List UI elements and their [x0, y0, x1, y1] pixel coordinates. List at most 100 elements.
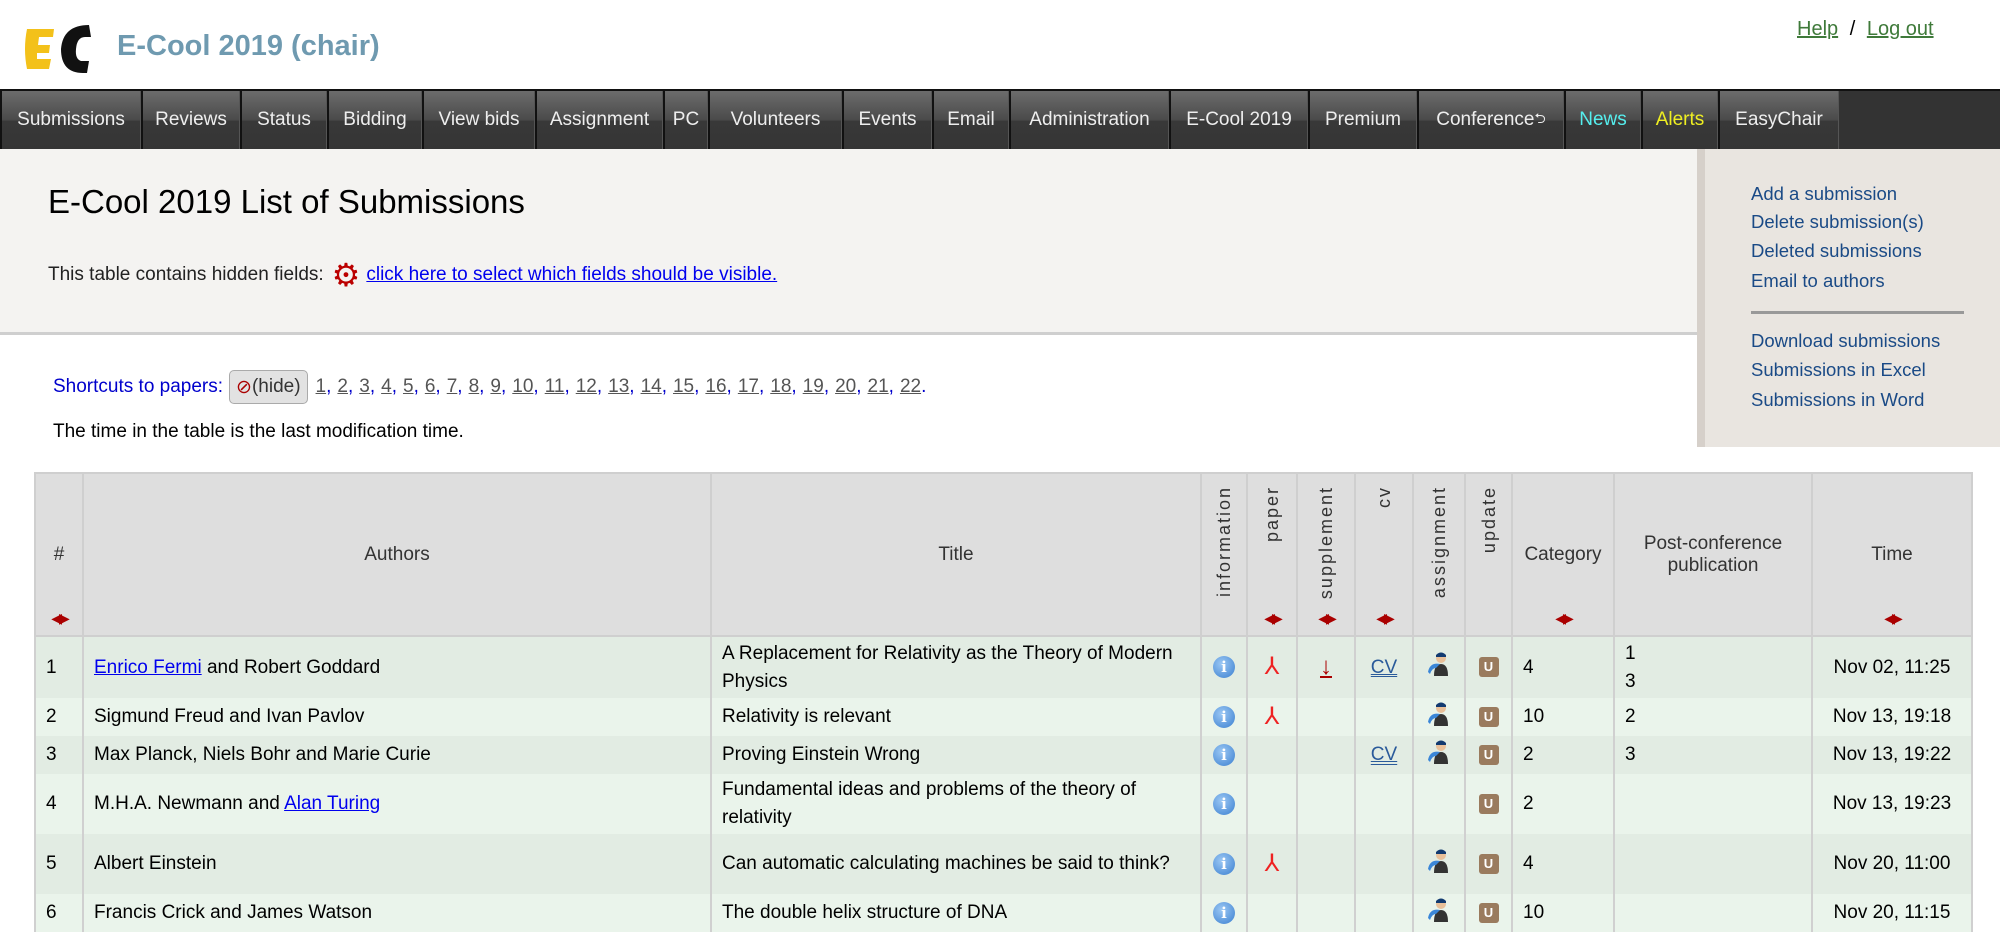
- side-link[interactable]: Delete submission(s): [1751, 211, 1924, 232]
- nav-volunteers[interactable]: Volunteers: [708, 91, 842, 149]
- paper-shortcut-link[interactable]: 21: [867, 376, 889, 397]
- sort-arrows-icon[interactable]: ◀▶: [51, 610, 69, 626]
- side-link[interactable]: Email to authors: [1751, 270, 1885, 291]
- paper-shortcut-link[interactable]: 1: [315, 376, 327, 397]
- paper-shortcut-link[interactable]: 13: [608, 376, 630, 397]
- paper-shortcut-link[interactable]: 7: [446, 376, 458, 397]
- paper-shortcut-link[interactable]: 22: [899, 376, 922, 397]
- sort-arrows-icon[interactable]: ◀▶: [1264, 610, 1282, 626]
- paper-shortcut-link[interactable]: 10: [512, 376, 534, 397]
- info-icon[interactable]: i: [1213, 656, 1235, 679]
- sort-arrows-icon[interactable]: ◀▶: [1376, 610, 1394, 626]
- side-link[interactable]: Download submissions: [1751, 330, 1941, 351]
- info-icon[interactable]: i: [1213, 705, 1235, 728]
- side-link[interactable]: Deleted submissions: [1751, 240, 1922, 261]
- paper-shortcut-link[interactable]: 8: [468, 376, 480, 397]
- table-row: 4 M.H.A. Newmann and Alan Turing Fundament…: [34, 774, 1973, 834]
- side-link[interactable]: Add a submission: [1751, 183, 1898, 204]
- supplement-cell: [1296, 736, 1356, 774]
- header-label: cv: [1374, 486, 1394, 508]
- update-icon[interactable]: U: [1478, 853, 1499, 874]
- sort-arrows-icon[interactable]: ◀▶: [1884, 610, 1902, 626]
- post-conference-cell: [1613, 834, 1813, 894]
- nav-news[interactable]: News: [1564, 91, 1641, 149]
- cv-link[interactable]: CV: [1370, 656, 1398, 678]
- paper-shortcut-link[interactable]: 2: [337, 376, 348, 397]
- update-icon[interactable]: U: [1478, 793, 1499, 814]
- update-icon[interactable]: U: [1478, 902, 1499, 923]
- person-assign-icon[interactable]: [1426, 896, 1452, 931]
- cv-cell: [1354, 774, 1414, 834]
- col-time: Time ◀▶: [1811, 472, 1973, 637]
- paper-shortcut-link[interactable]: 15: [672, 376, 695, 397]
- author-link[interactable]: Enrico Fermi: [94, 656, 202, 678]
- top-links: Help / Log out: [1797, 18, 1934, 41]
- nav-reviews[interactable]: Reviews: [141, 91, 240, 149]
- update-icon[interactable]: U: [1478, 744, 1499, 765]
- cv-cell: CV: [1354, 636, 1414, 698]
- paper-shortcut-link[interactable]: 9: [490, 376, 501, 397]
- info-icon[interactable]: i: [1213, 901, 1235, 924]
- nav-submissions[interactable]: Submissions: [0, 91, 141, 149]
- person-assign-icon[interactable]: [1426, 847, 1452, 882]
- nav-email[interactable]: Email: [932, 91, 1009, 149]
- nav-premium[interactable]: Premium: [1308, 91, 1417, 149]
- nav-administration[interactable]: Administration: [1009, 91, 1169, 149]
- help-link[interactable]: Help: [1797, 18, 1839, 40]
- nav-alerts[interactable]: Alerts: [1641, 91, 1718, 149]
- header-label: Post-conference publication: [1643, 532, 1783, 576]
- nav-events[interactable]: Events: [842, 91, 932, 149]
- sort-arrows-icon[interactable]: ◀▶: [1555, 610, 1573, 626]
- information-cell: i: [1200, 774, 1248, 834]
- header-label: Authors: [364, 543, 430, 565]
- pdf-icon[interactable]: ⅄: [1264, 702, 1280, 730]
- nav-assignment[interactable]: Assignment: [535, 91, 663, 149]
- download-arrow-icon[interactable]: ↓: [1320, 653, 1332, 681]
- sort-arrows-icon[interactable]: ◀▶: [1318, 610, 1336, 626]
- paper-shortcut-link[interactable]: 4: [381, 376, 392, 397]
- nav-status[interactable]: Status: [240, 91, 327, 149]
- author-text: Max Planck, Niels Bohr and Marie Curie: [94, 744, 431, 765]
- nav-conference[interactable]: Conference ⮌: [1417, 91, 1564, 149]
- side-link[interactable]: Submissions in Word: [1751, 389, 1925, 410]
- info-icon[interactable]: i: [1213, 792, 1235, 815]
- paper-shortcut-link[interactable]: 11: [544, 376, 565, 397]
- hide-shortcuts-button[interactable]: ⊘ (hide): [229, 370, 308, 404]
- time-note: The time in the table is the last modifi…: [53, 421, 464, 442]
- side-link[interactable]: Submissions in Excel: [1751, 359, 1926, 380]
- person-assign-icon[interactable]: [1426, 650, 1452, 685]
- info-icon[interactable]: i: [1213, 743, 1235, 766]
- person-assign-icon[interactable]: [1426, 738, 1452, 773]
- author-link[interactable]: Alan Turing: [284, 793, 381, 814]
- post-conference-cell: 3: [1613, 736, 1813, 774]
- nav-easychair[interactable]: EasyChair: [1718, 91, 1839, 149]
- post-conference-cell: [1613, 894, 1813, 932]
- paper-shortcut-link[interactable]: 6: [424, 376, 436, 397]
- table-row: 3 Max Planck, Niels Bohr and Marie Curie P…: [34, 736, 1973, 774]
- header-label: Category: [1524, 543, 1602, 565]
- paper-shortcut-link[interactable]: 17: [737, 376, 759, 397]
- col-num[interactable]: # ◀▶: [34, 472, 84, 637]
- gear-icon[interactable]: ⚙: [331, 257, 361, 293]
- paper-shortcut-link[interactable]: 19: [802, 376, 824, 397]
- paper-shortcut-link[interactable]: 3: [359, 376, 370, 397]
- paper-shortcut-link[interactable]: 20: [835, 376, 857, 397]
- person-assign-icon[interactable]: [1426, 700, 1452, 735]
- update-icon[interactable]: U: [1478, 706, 1499, 727]
- nav-e-cool-2019[interactable]: E-Cool 2019: [1169, 91, 1308, 149]
- select-visible-fields-link[interactable]: click here to select which fields should…: [366, 264, 778, 285]
- update-icon[interactable]: U: [1478, 657, 1499, 678]
- pdf-icon[interactable]: ⅄: [1264, 849, 1280, 877]
- nav-pc[interactable]: PC: [663, 91, 708, 149]
- pdf-icon[interactable]: ⅄: [1264, 653, 1280, 681]
- nav-view-bids[interactable]: View bids: [422, 91, 535, 149]
- paper-shortcut-link[interactable]: 18: [770, 376, 792, 397]
- paper-shortcut-link[interactable]: 5: [402, 376, 414, 397]
- paper-shortcut-link[interactable]: 16: [705, 376, 727, 397]
- logout-link[interactable]: Log out: [1866, 18, 1934, 40]
- paper-shortcut-link[interactable]: 14: [640, 376, 662, 397]
- paper-shortcut-link[interactable]: 12: [575, 376, 597, 397]
- cv-link[interactable]: CV: [1370, 744, 1398, 765]
- nav-bidding[interactable]: Bidding: [327, 91, 422, 149]
- info-icon[interactable]: i: [1213, 852, 1235, 875]
